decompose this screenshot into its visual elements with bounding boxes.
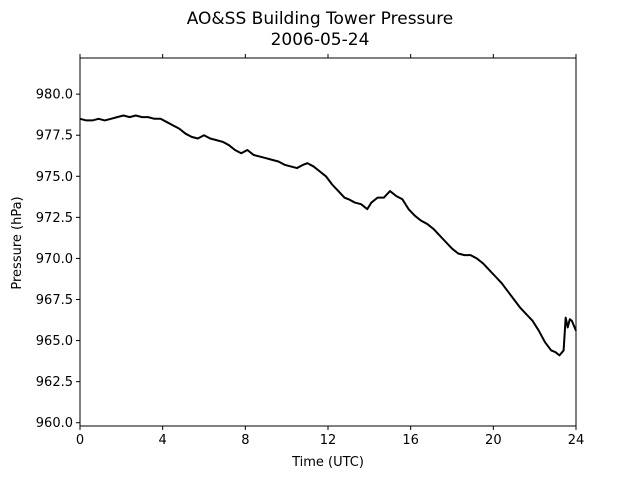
plot-area: 0 4 8 12 16 20 24 960.0 962.5 965.0 967.5 970.0 972.…	[36, 54, 584, 448]
x-tick-label: 24	[568, 433, 585, 448]
series-line-0	[79, 114, 577, 357]
y-tick-label: 977.5	[36, 129, 73, 144]
x-tick-label: 12	[320, 433, 337, 448]
x-tick-label: 4	[159, 433, 167, 448]
plot-frame	[79, 57, 577, 427]
y-tick-label: 980.0	[36, 88, 73, 103]
y-tick-label: 962.5	[36, 375, 73, 390]
chart-title: AO&SS Building Tower Pressure	[187, 9, 454, 29]
y-tick-label: 975.0	[36, 170, 73, 185]
y-tick-label: 972.5	[36, 211, 73, 226]
x-tick-label: 20	[485, 433, 502, 448]
y-tick-label: 970.0	[36, 252, 73, 267]
x-tick-label: 16	[402, 433, 419, 448]
y-tick-label: 967.5	[36, 293, 73, 308]
y-axis-label: Pressure (hPa)	[10, 196, 25, 289]
x-axis-label: Time (UTC)	[291, 455, 364, 470]
chart-subtitle: 2006-05-24	[271, 30, 370, 50]
y-tick-label: 960.0	[36, 416, 73, 431]
y-tick-label: 965.0	[36, 334, 73, 349]
x-tick-label: 0	[76, 433, 84, 448]
x-tick-label: 8	[241, 433, 249, 448]
